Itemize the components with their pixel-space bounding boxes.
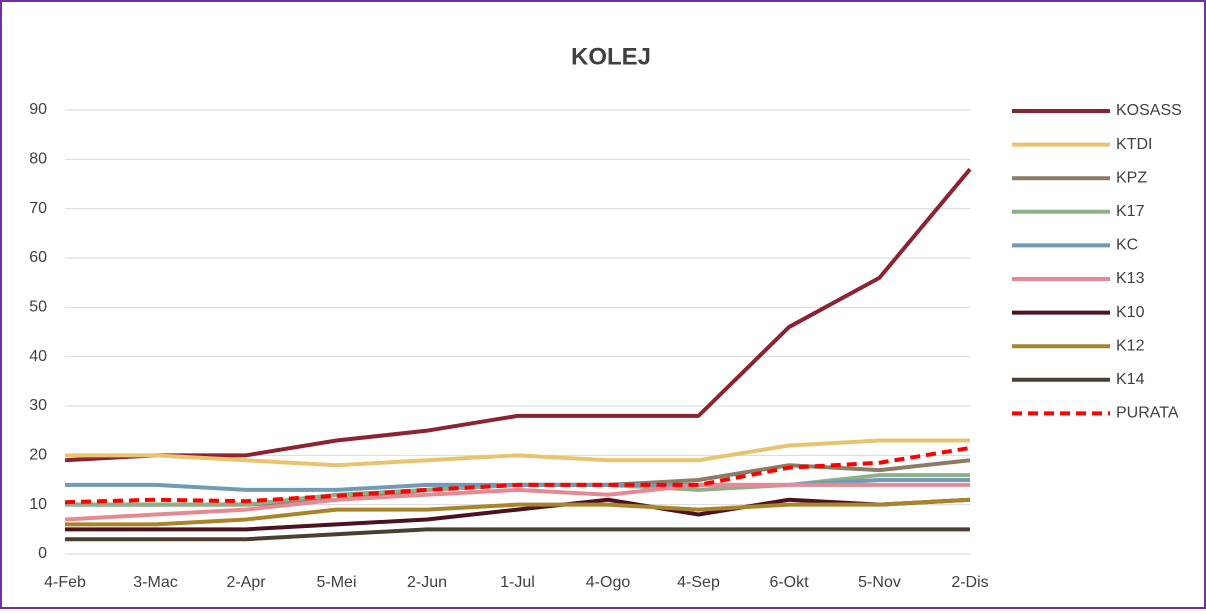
x-tick-label: 6-Okt [769, 574, 809, 591]
legend-label: K14 [1116, 371, 1145, 388]
x-tick-label: 4-Sep [677, 574, 720, 591]
x-tick-label: 1-Jul [500, 574, 535, 591]
x-tick-label: 2-Jun [407, 574, 447, 591]
series-line [65, 438, 970, 468]
legend-label: PURATA [1116, 405, 1179, 422]
legend-label: K10 [1116, 304, 1145, 321]
x-tick-label: 2-Dis [951, 574, 988, 591]
legend-label: KC [1116, 237, 1138, 254]
series-line [65, 497, 971, 532]
x-tick-label: 5-Mei [316, 574, 356, 591]
x-tick-label: 5-Nov [858, 574, 901, 591]
series-line [64, 445, 971, 505]
legend-label: KOSASS [1116, 102, 1182, 119]
series-line [65, 497, 971, 527]
x-tick-label: 3-Mac [133, 574, 177, 591]
y-tick-label: 60 [29, 249, 47, 266]
y-tick-label: 90 [29, 101, 47, 118]
y-tick-label: 70 [29, 200, 47, 217]
y-tick-label: 40 [29, 348, 47, 365]
chart-title: KOLEJ [571, 43, 651, 70]
y-tick-label: 20 [29, 447, 47, 464]
x-tick-label: 2-Apr [226, 574, 266, 591]
x-tick-label: 4-Feb [44, 574, 86, 591]
y-tick-label: 10 [29, 496, 47, 513]
x-tick-label: 4-Ogo [586, 574, 631, 591]
y-tick-label: 50 [29, 299, 47, 316]
series-line [64, 167, 972, 463]
series-line [64, 482, 970, 522]
legend-label: KTDI [1116, 136, 1152, 153]
legend-label: K17 [1116, 203, 1145, 220]
legend-label: K13 [1116, 270, 1145, 287]
series-line [65, 527, 970, 542]
y-tick-label: 0 [38, 545, 47, 562]
legend-label: KPZ [1116, 169, 1147, 186]
legend-label: K12 [1116, 337, 1145, 354]
y-tick-label: 30 [29, 397, 47, 414]
y-tick-label: 80 [29, 151, 47, 168]
